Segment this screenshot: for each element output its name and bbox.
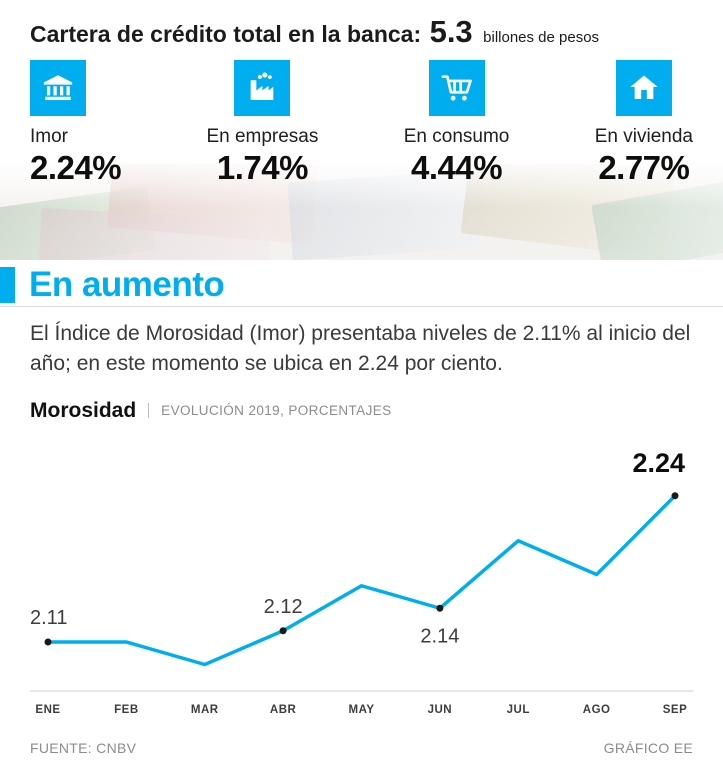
data-point-dot xyxy=(279,626,287,634)
headline-amount: 5.3 xyxy=(429,14,473,49)
chart-header: Morosidad EVOLUCIÓN 2019, PORCENTAJES xyxy=(30,399,693,423)
stat-vivienda: En vivienda 2.77% xyxy=(595,60,693,187)
chart-title: Morosidad xyxy=(30,398,137,422)
house-icon xyxy=(615,60,672,116)
data-point-dot xyxy=(44,638,52,646)
data-point-label: 2.11 xyxy=(30,607,67,629)
data-point-dot xyxy=(671,491,679,499)
stat-label: En consumo xyxy=(403,126,510,147)
section-header: En aumento xyxy=(0,263,723,307)
stat-value: 4.44% xyxy=(411,149,503,186)
stat-empresas: En empresas 1.74% xyxy=(206,60,318,187)
imor-line-series xyxy=(46,493,677,666)
headline-unit: billones de pesos xyxy=(483,29,600,46)
stat-value: 1.74% xyxy=(216,149,309,186)
chart-subtitle: EVOLUCIÓN 2019, PORCENTAJES xyxy=(148,403,391,419)
stat-value: 2.77% xyxy=(598,149,690,186)
footer: FUENTE: CNBV GRÁFICO EE xyxy=(30,740,693,756)
month-tick-label: FEB xyxy=(114,704,139,716)
month-tick-label: JUN xyxy=(428,704,453,716)
stat-consumo: En consumo 4.44% xyxy=(403,60,510,187)
data-point-dot xyxy=(436,604,444,612)
cart-icon xyxy=(428,60,485,116)
data-point-label: 2.24 xyxy=(632,447,685,477)
banknotes-background xyxy=(0,164,723,260)
month-tick-label: JUL xyxy=(507,704,530,716)
graphic-credit: GRÁFICO EE xyxy=(603,740,693,756)
source-credit: FUENTE: CNBV xyxy=(30,740,137,756)
section-title: En aumento xyxy=(29,264,225,304)
stat-label: Imor xyxy=(30,126,68,147)
data-point-label: 2.14 xyxy=(420,625,459,647)
month-tick-label: MAR xyxy=(191,704,219,716)
month-tick-label: SEP xyxy=(663,704,688,716)
headline: Cartera de crédito total en la banca: 5.… xyxy=(0,0,723,56)
headline-title: Cartera de crédito total en la banca: xyxy=(30,21,422,47)
stat-label: En empresas xyxy=(206,126,319,147)
month-tick-label: ENE xyxy=(35,704,60,716)
month-tick-label: AGO xyxy=(583,704,611,716)
stat-value: 2.24% xyxy=(30,149,122,186)
data-point-label: 2.12 xyxy=(264,595,303,617)
factory-icon xyxy=(234,60,291,116)
white-fade-overlay xyxy=(0,164,723,260)
bank-icon xyxy=(30,60,86,116)
month-tick-label: ABR xyxy=(270,704,297,716)
month-tick-label: MAY xyxy=(349,704,375,716)
stats-row: Imor 2.24% En empresas 1.74% xyxy=(0,56,723,187)
accent-bar xyxy=(0,266,15,303)
stat-imor: Imor 2.24% xyxy=(30,60,122,187)
stat-label: En vivienda xyxy=(594,126,693,147)
lead-paragraph: El Índice de Morosidad (Imor) presentaba… xyxy=(30,322,691,375)
line-chart: 2.11 2.12 2.14 2.24 ENE FEB MAR ABR MAY JUN JUL AGO… xyxy=(30,429,693,734)
morosidad-line-chart: 2.11 2.12 2.14 2.24 ENE FEB MAR ABR MAY JUN JUL AGO… xyxy=(30,447,693,716)
